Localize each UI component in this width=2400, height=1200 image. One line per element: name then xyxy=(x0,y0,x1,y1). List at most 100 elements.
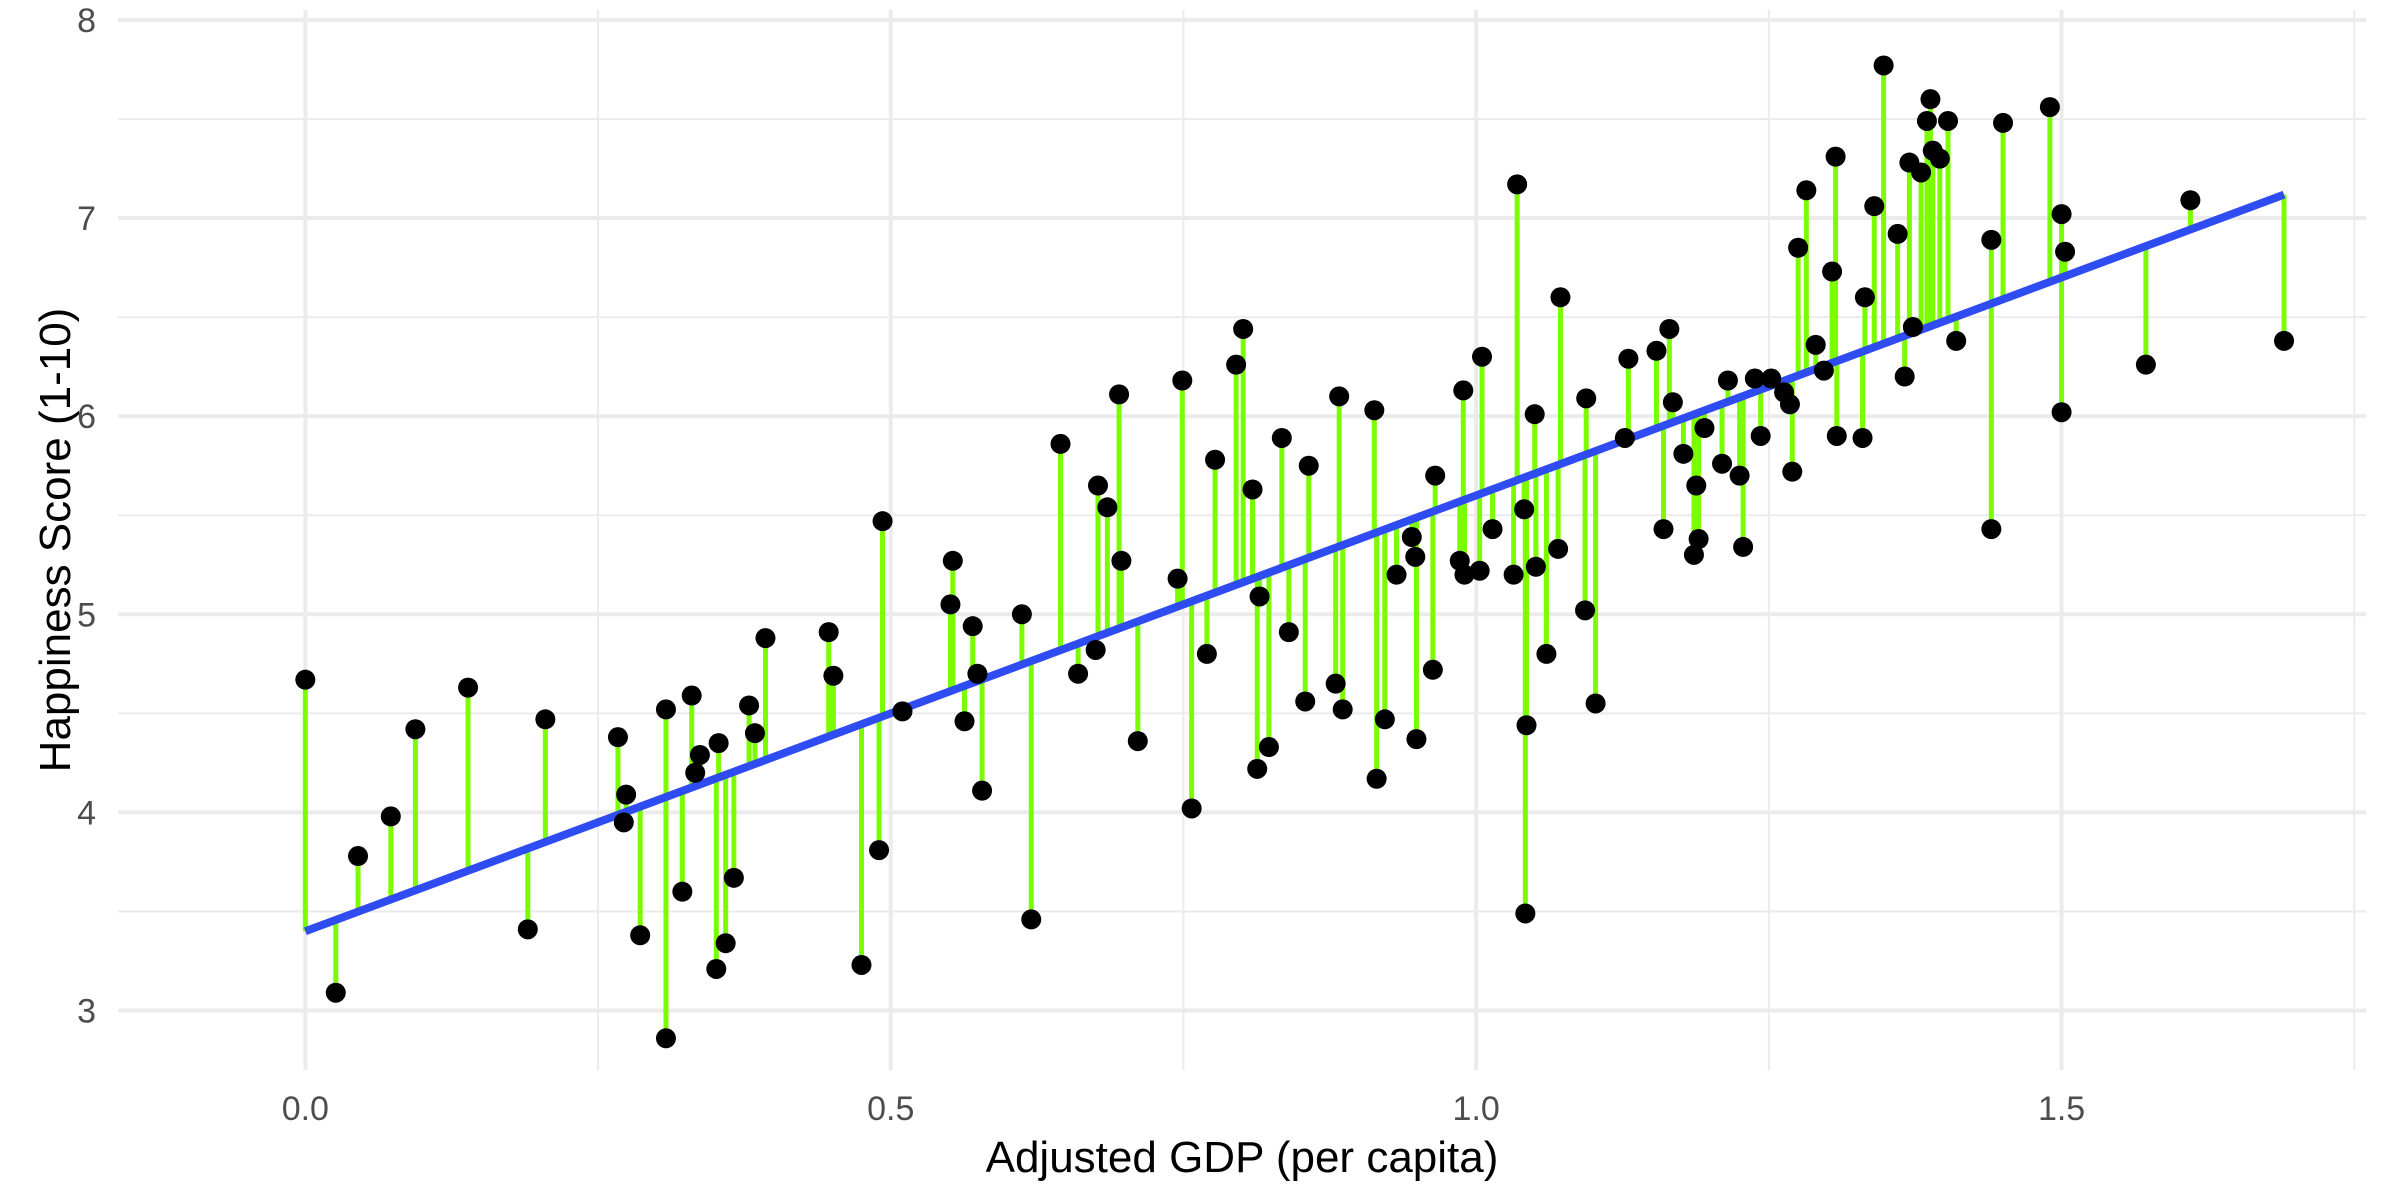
data-point xyxy=(1514,499,1535,520)
data-point xyxy=(1946,330,1967,351)
data-point xyxy=(2055,241,2076,262)
data-point xyxy=(1788,237,1809,258)
data-point xyxy=(613,812,634,833)
data-point xyxy=(1825,146,1846,167)
y-tick-label: 8 xyxy=(77,2,96,40)
data-point xyxy=(1938,110,1959,131)
data-point xyxy=(1295,691,1316,712)
data-point xyxy=(708,733,729,754)
data-point xyxy=(1981,229,2002,250)
data-point xyxy=(1744,368,1765,389)
data-point xyxy=(1796,180,1817,201)
data-point xyxy=(1826,425,1847,446)
data-point xyxy=(1894,366,1915,387)
data-point xyxy=(1386,564,1407,585)
x-axis-title: Adjusted GDP (per capita) xyxy=(986,1133,1499,1182)
data-point xyxy=(1242,479,1263,500)
x-axis-ticks: 0.0 0.5 1.0 1.5 xyxy=(282,1090,2086,1128)
data-point xyxy=(1425,465,1446,486)
data-point xyxy=(1750,425,1771,446)
data-point xyxy=(1325,673,1346,694)
data-point xyxy=(1364,400,1385,421)
data-point xyxy=(655,699,676,720)
data-point xyxy=(1516,715,1537,736)
data-point xyxy=(1662,392,1683,413)
data-point xyxy=(1686,475,1707,496)
data-point xyxy=(706,958,727,979)
data-point xyxy=(1688,529,1709,550)
data-point xyxy=(672,881,693,902)
y-tick-label: 5 xyxy=(77,596,96,634)
data-point xyxy=(1515,903,1536,924)
data-point xyxy=(1247,758,1268,779)
data-point xyxy=(962,616,983,637)
data-point xyxy=(823,665,844,686)
data-point xyxy=(2274,330,2295,351)
data-point xyxy=(1618,348,1639,369)
data-point xyxy=(405,719,426,740)
data-point xyxy=(1196,643,1217,664)
residual-segments xyxy=(302,65,2287,1039)
data-point xyxy=(535,709,556,730)
data-point xyxy=(1109,384,1130,405)
data-point xyxy=(755,628,776,649)
x-tick-label: 0.5 xyxy=(867,1090,914,1128)
data-point xyxy=(685,762,706,783)
data-point xyxy=(2180,190,2201,211)
data-point xyxy=(1181,798,1202,819)
data-point xyxy=(1653,519,1674,540)
data-point xyxy=(1111,550,1132,571)
data-point xyxy=(607,727,628,748)
data-point xyxy=(1453,380,1474,401)
y-axis-ticks: 3 4 5 6 7 8 xyxy=(77,2,96,1031)
data-point xyxy=(348,846,369,867)
data-point xyxy=(1548,538,1569,559)
x-tick-label: 0.0 xyxy=(282,1090,329,1128)
data-point xyxy=(2051,402,2072,423)
data-point xyxy=(1127,731,1148,752)
data-point xyxy=(1011,604,1032,625)
data-point xyxy=(1205,449,1226,470)
data-point xyxy=(1614,427,1635,448)
data-point xyxy=(954,711,975,732)
data-point xyxy=(1575,600,1596,621)
data-point xyxy=(942,550,963,571)
data-point xyxy=(1993,112,2014,133)
x-tick-label: 1.0 xyxy=(1453,1090,1500,1128)
data-point xyxy=(1916,110,1937,131)
data-point xyxy=(1374,709,1395,730)
data-point xyxy=(1172,370,1193,391)
data-point xyxy=(1813,360,1834,381)
data-point xyxy=(1249,586,1270,607)
data-point xyxy=(1503,564,1524,585)
data-point xyxy=(1873,55,1894,76)
data-point xyxy=(1271,427,1292,448)
data-point xyxy=(1576,388,1597,409)
data-point xyxy=(869,840,890,861)
data-point xyxy=(1422,659,1443,680)
data-point xyxy=(1087,475,1108,496)
data-point xyxy=(1585,693,1606,714)
data-point xyxy=(1852,427,1873,448)
data-point xyxy=(1887,223,1908,244)
data-point xyxy=(1068,663,1089,684)
data-point xyxy=(380,806,401,827)
regression-line-group xyxy=(303,190,2286,936)
data-point xyxy=(723,867,744,888)
data-point xyxy=(1097,497,1118,518)
data-point xyxy=(1673,443,1694,464)
data-point xyxy=(1454,564,1475,585)
data-point xyxy=(1920,89,1941,110)
data-point xyxy=(1782,461,1803,482)
data-point xyxy=(1683,544,1704,565)
data-point xyxy=(1779,394,1800,415)
data-point xyxy=(1550,287,1571,308)
data-point xyxy=(1902,317,1923,338)
data-point xyxy=(1167,568,1188,589)
data-point xyxy=(972,780,993,801)
data-point xyxy=(1401,527,1422,548)
data-point xyxy=(1278,622,1299,643)
data-point xyxy=(325,982,346,1003)
data-point xyxy=(655,1028,676,1049)
